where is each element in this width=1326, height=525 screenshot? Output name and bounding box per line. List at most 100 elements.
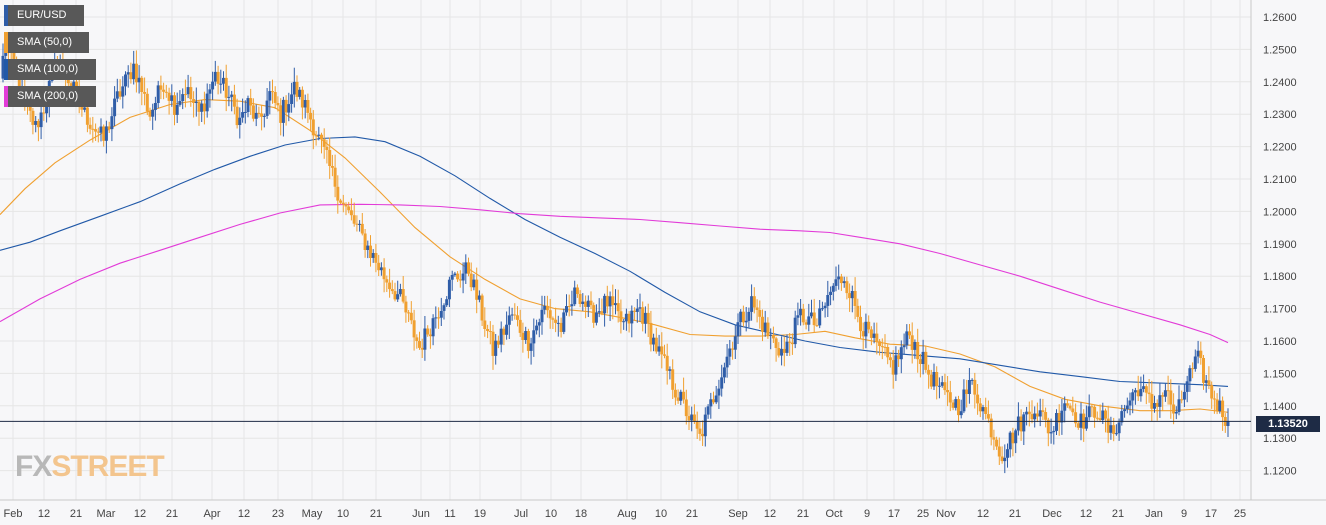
candle-body (1090, 406, 1094, 408)
candle-body (409, 312, 413, 321)
candle-body (164, 91, 168, 93)
candle-body (1221, 400, 1225, 418)
candle-body (616, 303, 620, 312)
candle-body (1076, 423, 1080, 428)
candle-body (314, 135, 318, 137)
candle-body (526, 331, 530, 351)
legend-item-sma-200[interactable]: SMA (200,0) (4, 86, 96, 107)
candle-body (954, 399, 958, 408)
x-tick-label: 12 (134, 508, 146, 520)
candle-body (439, 311, 443, 318)
candle-body (480, 295, 484, 321)
legend-item-eurusd[interactable]: EUR/USD (4, 5, 84, 26)
candle-body (344, 204, 348, 207)
candle-body (1120, 411, 1124, 423)
sma-line-2 (0, 203, 1229, 344)
candle-body (676, 397, 680, 401)
candle-body (412, 320, 416, 338)
candle-body (785, 341, 789, 353)
candle-body (491, 331, 495, 356)
candle-body (377, 262, 381, 271)
candle-body (156, 85, 160, 103)
candle-body (886, 347, 890, 358)
candle-body (1060, 410, 1064, 423)
candle-body (1128, 400, 1132, 406)
candle-body (679, 391, 683, 401)
candle-body (714, 395, 718, 403)
x-tick-label: 17 (888, 508, 900, 520)
candle-body (83, 107, 87, 110)
candle-body (918, 359, 922, 364)
candle-body (548, 310, 552, 319)
candle-body (371, 253, 375, 258)
candle-body (445, 299, 449, 306)
candle-body (1003, 457, 1007, 462)
candle-body (932, 372, 936, 387)
legend-label-sma-200: SMA (200,0) (17, 90, 79, 102)
candle-body (1131, 392, 1135, 401)
candle-body (1158, 395, 1162, 407)
x-tick-label: 19 (474, 508, 486, 520)
candle-body (175, 104, 179, 115)
candle-body (192, 99, 196, 103)
candle-body (121, 86, 125, 97)
candle-body (1202, 358, 1205, 383)
candle-body (1030, 414, 1034, 420)
candle-body (328, 150, 332, 166)
candle-body (1188, 368, 1192, 382)
candle-body (379, 267, 383, 271)
candle-body (423, 328, 427, 350)
candle-body (951, 402, 955, 408)
candle-body (611, 296, 615, 306)
candle-body (1123, 409, 1127, 412)
candle-body (684, 399, 688, 417)
candle-body (34, 121, 38, 125)
candle-body (622, 321, 626, 323)
candle-body (894, 355, 898, 375)
candle-body (298, 89, 302, 97)
candle-body (426, 328, 430, 335)
candle-body (151, 109, 155, 117)
candle-body (725, 356, 729, 368)
candle-body (1038, 410, 1042, 417)
candle-body (205, 93, 209, 112)
candle-body (668, 369, 672, 371)
x-tick-label: Apr (203, 508, 220, 520)
candle-body (891, 360, 895, 375)
candle-body (461, 273, 465, 281)
candle-body (733, 336, 737, 350)
x-tick-label: 21 (797, 508, 809, 520)
candle-body (845, 281, 849, 294)
candle-body (1063, 403, 1067, 411)
candle-body (839, 276, 843, 284)
candle-body (532, 330, 536, 344)
candle-body (69, 83, 73, 88)
candle-body (820, 308, 824, 310)
candle-body (1074, 412, 1078, 424)
candle-body (736, 322, 740, 337)
candle-body (888, 357, 892, 361)
candle-body (290, 94, 294, 104)
candle-body (1133, 390, 1137, 393)
candle-body (717, 388, 721, 396)
candle-body (554, 319, 558, 323)
candle-body (671, 369, 675, 390)
legend-item-sma-100[interactable]: SMA (100,0) (4, 59, 96, 80)
candle-body (396, 294, 400, 300)
candle-body (464, 262, 468, 274)
candle-body (1142, 386, 1146, 389)
candle-body (1212, 398, 1216, 400)
candle-body (643, 312, 647, 324)
candle-body (303, 100, 307, 108)
x-tick-label: Jul (514, 508, 528, 520)
candle-body (641, 307, 645, 324)
candle-body (831, 285, 835, 292)
candle-body (431, 318, 435, 337)
candle-body (897, 355, 901, 360)
x-tick-label: 12 (764, 508, 776, 520)
candle-body (428, 334, 432, 337)
candle-body (213, 71, 217, 82)
candle-body (943, 382, 947, 391)
legend-item-sma-50[interactable]: SMA (50,0) (4, 32, 89, 53)
